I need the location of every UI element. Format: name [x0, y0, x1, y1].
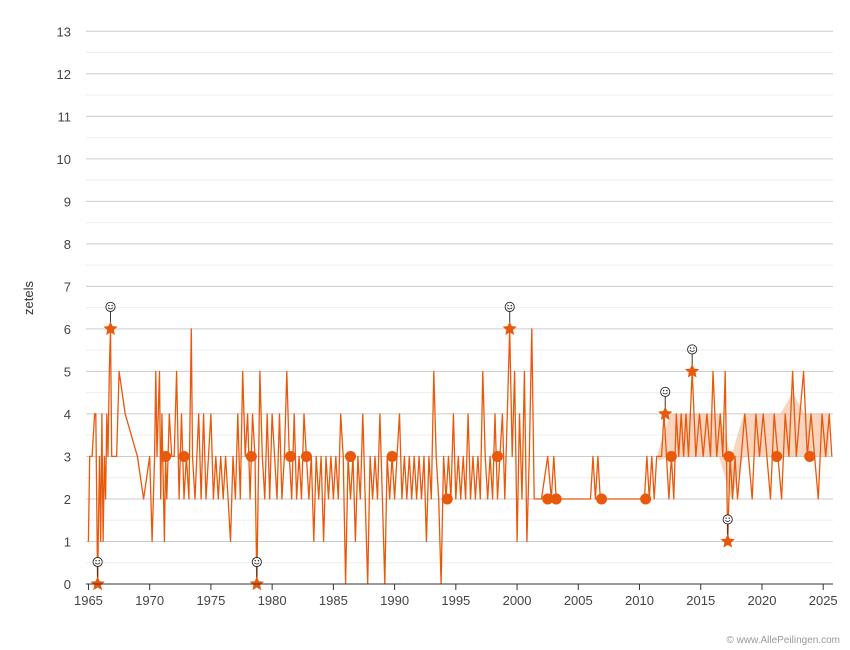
x-tick-label: 2005	[564, 593, 593, 608]
smiley-eye	[254, 560, 256, 562]
x-tick-label: 1980	[258, 593, 287, 608]
data-point	[300, 450, 312, 462]
range-band	[657, 392, 830, 499]
extreme-star	[720, 534, 735, 548]
y-tick-label: 3	[64, 449, 71, 464]
smiley-mouth	[689, 349, 695, 352]
smiley-eye	[111, 304, 113, 307]
y-tick-label: 13	[57, 24, 71, 39]
smiley-face	[660, 386, 671, 397]
smiley-icon	[92, 556, 103, 568]
smiley-eye	[108, 304, 110, 307]
extreme-markers	[90, 301, 735, 591]
smiley-eye	[98, 560, 100, 562]
x-tick-label: 1970	[135, 593, 164, 608]
x-tick-label: 2010	[625, 593, 654, 608]
data-point	[285, 450, 297, 462]
data-point	[550, 493, 562, 505]
y-axis-title: zetels	[21, 281, 36, 315]
x-tick-label: 1990	[380, 593, 409, 608]
smiley-face	[251, 556, 262, 568]
smiley-face	[92, 556, 103, 568]
smiley-face	[687, 344, 698, 355]
y-tick-label: 2	[64, 492, 71, 507]
smiley-eye	[662, 389, 665, 392]
extreme-star	[103, 321, 118, 335]
extreme-star	[249, 576, 264, 591]
smiley-icon	[251, 556, 262, 568]
data-point	[345, 450, 357, 462]
smiley-eye	[666, 389, 668, 392]
x-tick-label: 2020	[748, 593, 777, 608]
x-tick-label: 1975	[196, 593, 225, 608]
smiley-icon	[504, 301, 515, 312]
smiley-icon	[660, 386, 671, 397]
smiley-eye	[693, 347, 695, 349]
y-tick-label: 11	[58, 109, 72, 124]
y-tick-label: 8	[64, 237, 71, 252]
y-tick-label: 12	[57, 67, 71, 82]
smiley-eye	[728, 517, 730, 519]
data-point	[665, 450, 677, 462]
smiley-eye	[507, 304, 509, 307]
data-point	[245, 450, 257, 462]
highlight-dots	[160, 450, 816, 505]
x-tick-label: 1965	[74, 593, 103, 608]
grid	[86, 30, 833, 585]
smiley-face	[105, 301, 116, 312]
smiley-mouth	[724, 519, 731, 522]
smiley-eye	[725, 517, 727, 519]
x-tick-label: 2025	[809, 593, 838, 608]
smiley-icon	[105, 301, 116, 312]
extreme-star	[658, 406, 673, 420]
data-point	[542, 493, 554, 505]
data-point	[386, 450, 398, 462]
x-tick-label: 1995	[441, 593, 470, 608]
y-tick-label: 4	[64, 407, 71, 422]
smiley-face	[504, 301, 515, 312]
extreme-star	[90, 576, 105, 591]
data-point	[178, 450, 190, 462]
smiley-mouth	[254, 562, 260, 565]
smiley-mouth	[662, 392, 668, 395]
y-tick-label: 1	[64, 534, 71, 549]
series-path	[87, 328, 833, 585]
x-tick-label: 2000	[503, 593, 532, 608]
series-line	[87, 328, 833, 585]
smiley-mouth	[94, 562, 101, 565]
y-tick-label: 5	[64, 364, 71, 379]
smiley-face	[722, 514, 733, 525]
y-tick-label: 6	[64, 322, 71, 337]
y-tick-label: 0	[64, 577, 71, 592]
smiley-icon	[687, 344, 698, 355]
y-tick-label: 7	[64, 279, 71, 294]
credit-text: © www.AllePeilingen.com	[726, 635, 840, 646]
data-point	[596, 493, 608, 505]
y-tick-label: 10	[57, 152, 71, 167]
extreme-star	[502, 321, 517, 335]
data-point	[640, 493, 652, 505]
x-tick-label: 1985	[319, 593, 348, 608]
data-point	[441, 493, 453, 505]
data-point	[804, 450, 816, 462]
band-area	[657, 392, 830, 499]
smiley-icon	[722, 514, 733, 525]
data-point	[771, 450, 783, 462]
y-tick-label: 9	[64, 194, 71, 209]
data-point	[491, 450, 503, 462]
smiley-eye	[510, 304, 513, 307]
extreme-star	[685, 363, 700, 378]
smiley-eye	[257, 560, 260, 562]
x-tick-label: 2015	[686, 593, 715, 608]
data-point	[723, 450, 735, 462]
smiley-eye	[95, 560, 97, 562]
smiley-mouth	[107, 307, 114, 310]
smiley-eye	[689, 347, 692, 349]
smiley-mouth	[507, 307, 513, 310]
data-point	[160, 450, 172, 462]
